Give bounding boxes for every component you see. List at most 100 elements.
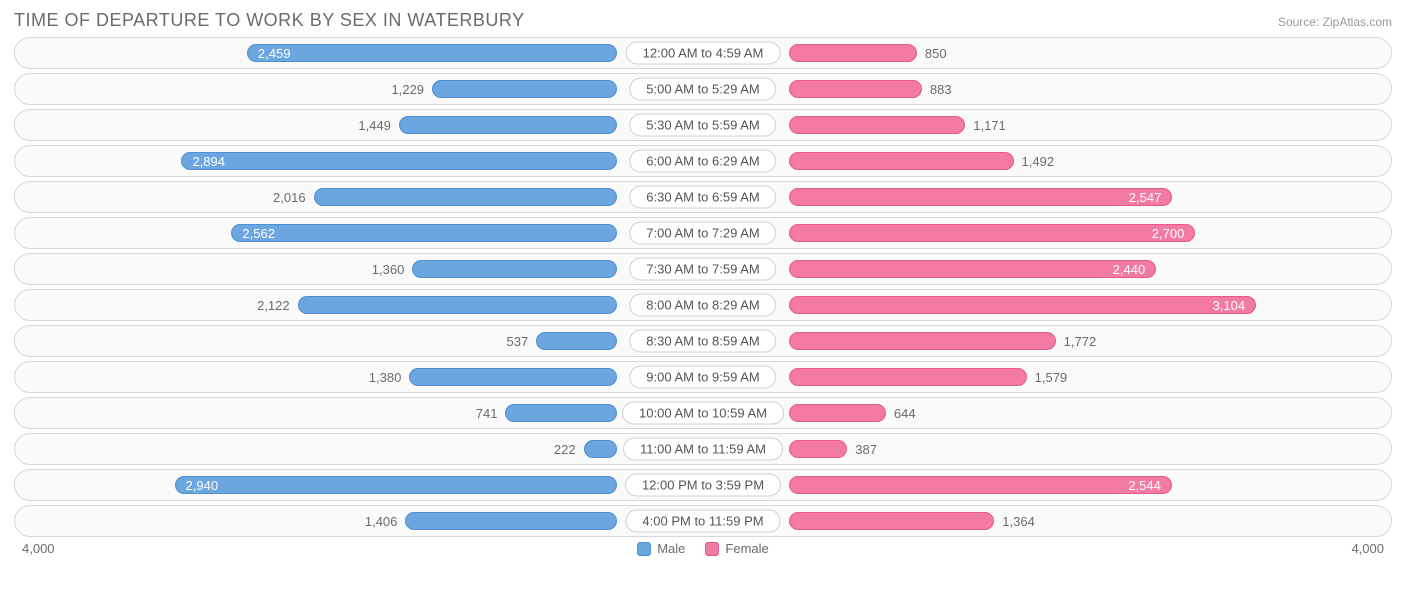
category-label: 11:00 AM to 11:59 AM [623, 438, 783, 461]
chart-row: 22238711:00 AM to 11:59 AM [14, 433, 1392, 465]
category-label: 12:00 PM to 3:59 PM [625, 474, 781, 497]
male-value-label: 2,894 [182, 154, 235, 169]
female-half: 1,171 [703, 110, 1391, 140]
female-bar [789, 116, 965, 134]
female-bar: 2,547 [789, 188, 1172, 206]
female-half: 2,547 [703, 182, 1391, 212]
chart-row: 74164410:00 AM to 10:59 AM [14, 397, 1392, 429]
chart-row: 2,1223,1048:00 AM to 8:29 AM [14, 289, 1392, 321]
male-bar [298, 296, 617, 314]
male-half: 222 [15, 434, 703, 464]
female-value-label: 883 [922, 82, 960, 97]
female-value-label: 2,547 [1119, 190, 1172, 205]
male-value-label: 2,122 [249, 298, 298, 313]
chart-row: 1,449 1,171 5:30 AM to 5:59 AM [14, 109, 1392, 141]
male-value-label: 1,406 [357, 514, 406, 529]
legend-label-female: Female [725, 541, 768, 556]
male-half: 2,894 [15, 146, 703, 176]
category-label: 7:30 AM to 7:59 AM [629, 258, 776, 281]
legend-item-female: Female [705, 541, 768, 556]
male-bar [399, 116, 617, 134]
female-value-label: 2,700 [1142, 226, 1195, 241]
male-half: 1,406 [15, 506, 703, 536]
axis-right-label: 4,000 [1351, 541, 1384, 556]
female-bar: 2,700 [789, 224, 1195, 242]
female-half: 850 [703, 38, 1391, 68]
male-bar [405, 512, 617, 530]
category-label: 5:00 AM to 5:29 AM [629, 78, 776, 101]
chart-row: 1,3801,5799:00 AM to 9:59 AM [14, 361, 1392, 393]
axis-row: 4,000 Male Female 4,000 [14, 541, 1392, 556]
female-half: 2,700 [703, 218, 1391, 248]
female-half: 883 [703, 74, 1391, 104]
male-half: 537 [15, 326, 703, 356]
diverging-bar-chart: 2,459 850 12:00 AM to 4:59 AM 1,229 883 5:00 … [14, 37, 1392, 537]
male-value-label: 2,940 [176, 478, 229, 493]
female-bar [789, 368, 1027, 386]
female-half: 1,492 [703, 146, 1391, 176]
male-bar: 2,459 [247, 44, 617, 62]
female-half: 1,364 [703, 506, 1391, 536]
category-label: 8:30 AM to 8:59 AM [629, 330, 776, 353]
male-half: 2,562 [15, 218, 703, 248]
category-label: 5:30 AM to 5:59 AM [629, 114, 776, 137]
chart-title: TIME OF DEPARTURE TO WORK BY SEX IN WATE… [14, 10, 525, 31]
male-half: 2,940 [15, 470, 703, 500]
female-half: 2,544 [703, 470, 1391, 500]
category-label: 7:00 AM to 7:29 AM [629, 222, 776, 245]
axis-left-label: 4,000 [22, 541, 55, 556]
female-half: 3,104 [703, 290, 1391, 320]
male-bar [536, 332, 617, 350]
male-half: 1,380 [15, 362, 703, 392]
female-value-label: 1,364 [994, 514, 1043, 529]
male-value-label: 741 [468, 406, 506, 421]
female-value-label: 2,544 [1118, 478, 1171, 493]
male-value-label: 537 [498, 334, 536, 349]
female-value-label: 1,579 [1027, 370, 1076, 385]
male-half: 2,016 [15, 182, 703, 212]
male-half: 1,360 [15, 254, 703, 284]
chart-row: 2,459 850 12:00 AM to 4:59 AM [14, 37, 1392, 69]
female-value-label: 3,104 [1203, 298, 1256, 313]
male-value-label: 2,562 [232, 226, 285, 241]
female-bar: 3,104 [789, 296, 1256, 314]
male-half: 1,449 [15, 110, 703, 140]
legend-label-male: Male [657, 541, 685, 556]
female-bar [789, 512, 994, 530]
female-bar [789, 152, 1014, 170]
male-bar: 2,940 [175, 476, 617, 494]
legend: Male Female [637, 541, 769, 556]
female-half: 644 [703, 398, 1391, 428]
male-bar [584, 440, 617, 458]
female-value-label: 1,492 [1014, 154, 1063, 169]
male-bar [314, 188, 617, 206]
male-value-label: 1,360 [364, 262, 413, 277]
category-label: 4:00 PM to 11:59 PM [625, 510, 780, 533]
male-value-label: 1,380 [361, 370, 410, 385]
female-half: 387 [703, 434, 1391, 464]
male-bar: 2,894 [181, 152, 617, 170]
male-value-label: 2,459 [248, 46, 301, 61]
female-half: 1,579 [703, 362, 1391, 392]
female-value-label: 1,772 [1056, 334, 1105, 349]
female-value-label: 1,171 [965, 118, 1014, 133]
chart-row: 2,940 2,544 12:00 PM to 3:59 PM [14, 469, 1392, 501]
male-bar [409, 368, 617, 386]
female-value-label: 644 [886, 406, 924, 421]
chart-row: 2,894 1,492 6:00 AM to 6:29 AM [14, 145, 1392, 177]
category-label: 12:00 AM to 4:59 AM [626, 42, 781, 65]
chart-row: 537 1,772 8:30 AM to 8:59 AM [14, 325, 1392, 357]
female-bar: 2,544 [789, 476, 1172, 494]
chart-row: 1,360 2,440 7:30 AM to 7:59 AM [14, 253, 1392, 285]
male-bar [505, 404, 617, 422]
male-bar [412, 260, 617, 278]
category-label: 6:00 AM to 6:29 AM [629, 150, 776, 173]
chart-source: Source: ZipAtlas.com [1278, 15, 1392, 29]
female-value-label: 850 [917, 46, 955, 61]
female-bar: 2,440 [789, 260, 1156, 278]
chart-row: 2,0162,5476:30 AM to 6:59 AM [14, 181, 1392, 213]
male-half: 1,229 [15, 74, 703, 104]
male-bar: 2,562 [231, 224, 617, 242]
female-bar [789, 404, 886, 422]
male-value-label: 2,016 [265, 190, 314, 205]
